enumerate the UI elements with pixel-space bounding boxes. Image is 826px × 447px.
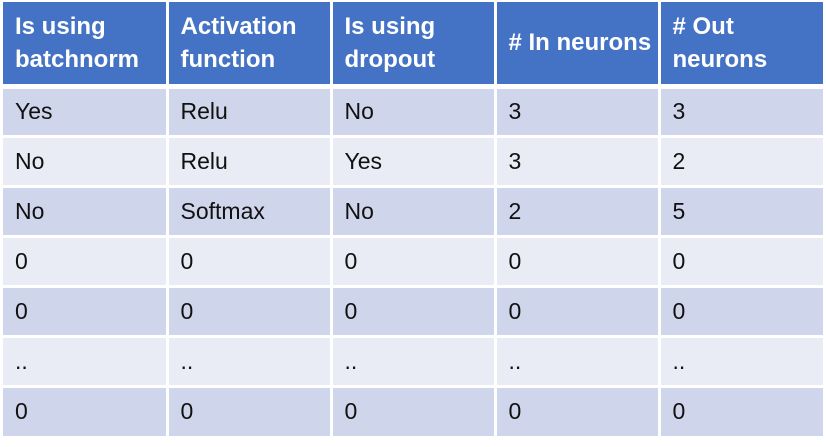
header-batchnorm: Is using batchnorm xyxy=(3,2,169,89)
header-row: Is using batchnorm Activation function I… xyxy=(3,2,823,89)
cell-batchnorm: Yes xyxy=(3,86,169,138)
header-dropout: Is using dropout xyxy=(331,2,497,89)
cell-batchnorm: 0 xyxy=(3,286,169,338)
cell-batchnorm: 0 xyxy=(3,386,169,436)
cell-in-neurons: 0 xyxy=(495,236,661,288)
cell-in-neurons: 2 xyxy=(495,186,661,238)
table-row: No Relu Yes 3 2 xyxy=(3,136,823,188)
cell-dropout: .. xyxy=(331,336,497,388)
table-row: 0 0 0 0 0 xyxy=(3,236,823,288)
cell-in-neurons: 0 xyxy=(495,386,661,436)
cell-dropout: No xyxy=(331,86,497,138)
cell-in-neurons: .. xyxy=(495,336,661,388)
cell-dropout: 0 xyxy=(331,386,497,436)
cell-out-neurons: 3 xyxy=(659,86,823,138)
table-row: No Softmax No 2 5 xyxy=(3,186,823,238)
table-body: Yes Relu No 3 3 No Relu Yes 3 2 No Softm… xyxy=(3,86,823,436)
table-row: Yes Relu No 3 3 xyxy=(3,86,823,138)
cell-dropout: Yes xyxy=(331,136,497,188)
cell-batchnorm: No xyxy=(3,186,169,238)
cell-dropout: 0 xyxy=(331,286,497,338)
cell-out-neurons: .. xyxy=(659,336,823,388)
cell-dropout: No xyxy=(331,186,497,238)
header-activation-function: Activation function xyxy=(167,2,333,89)
cell-activation: Relu xyxy=(167,86,333,138)
cell-out-neurons: 0 xyxy=(659,286,823,338)
cell-dropout: 0 xyxy=(331,236,497,288)
table-row: 0 0 0 0 0 xyxy=(3,386,823,436)
table-row: .. .. .. .. .. xyxy=(3,336,823,388)
cell-activation: Softmax xyxy=(167,186,333,238)
header-in-neurons: # In neurons xyxy=(495,2,661,89)
table-row: 0 0 0 0 0 xyxy=(3,286,823,338)
cell-out-neurons: 2 xyxy=(659,136,823,188)
cell-batchnorm: .. xyxy=(3,336,169,388)
cell-batchnorm: 0 xyxy=(3,236,169,288)
header-out-neurons: # Out neurons xyxy=(659,2,823,89)
cell-in-neurons: 3 xyxy=(495,136,661,188)
cell-activation: 0 xyxy=(167,236,333,288)
cell-activation: .. xyxy=(167,336,333,388)
table-header: Is using batchnorm Activation function I… xyxy=(3,2,823,89)
cell-activation: 0 xyxy=(167,386,333,436)
cell-in-neurons: 0 xyxy=(495,286,661,338)
cell-out-neurons: 0 xyxy=(659,236,823,288)
cell-activation: 0 xyxy=(167,286,333,338)
cell-out-neurons: 0 xyxy=(659,386,823,436)
cell-batchnorm: No xyxy=(3,136,169,188)
cell-in-neurons: 3 xyxy=(495,86,661,138)
cell-out-neurons: 5 xyxy=(659,186,823,238)
cell-activation: Relu xyxy=(167,136,333,188)
network-config-table: Is using batchnorm Activation function I… xyxy=(3,2,823,436)
